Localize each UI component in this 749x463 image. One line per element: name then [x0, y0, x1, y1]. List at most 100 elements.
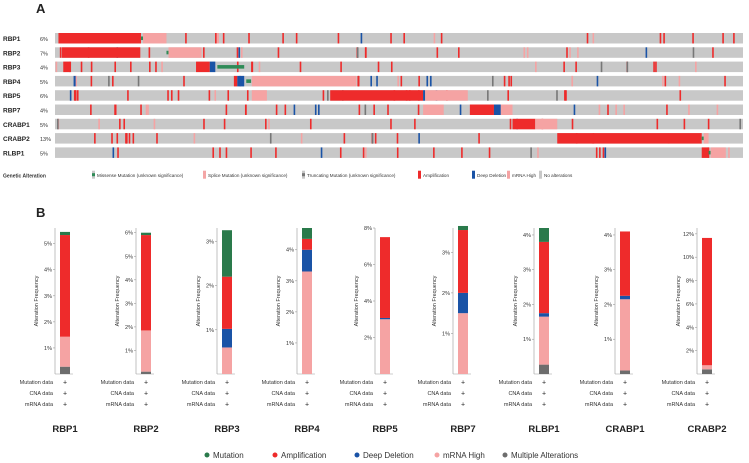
alteration-block [61, 47, 141, 58]
y-tick-label: 12% [683, 232, 694, 238]
data-row-marker: + [144, 391, 148, 398]
alteration-tick [339, 147, 342, 158]
bar-segment-mutation [141, 232, 151, 236]
alteration-tick [566, 47, 568, 58]
alteration-block [166, 50, 169, 55]
data-row-label: Mutation data [499, 380, 533, 386]
alteration-tick [318, 104, 320, 115]
alteration-tick [387, 104, 389, 115]
data-row-marker: + [705, 380, 709, 387]
alteration-block [73, 75, 76, 87]
alteration-tick [265, 118, 267, 130]
legend-swatch [472, 170, 475, 179]
data-row-label: CNA data [508, 391, 532, 397]
data-row-label: CNA data [191, 391, 215, 397]
data-row-label: Mutation data [340, 380, 374, 386]
alteration-tick [208, 90, 211, 101]
gene-percent: 13% [40, 137, 51, 143]
alteration-tick [683, 118, 686, 130]
alteration-tick [114, 104, 117, 115]
bar-chart-rbp4: 1% 2% 3% 4% Alteration Frequency Mutation dat… [262, 228, 320, 435]
data-row-marker: + [144, 380, 148, 387]
alteration-tick [377, 61, 380, 73]
alteration-tick [193, 133, 196, 144]
alteration-tick [722, 33, 724, 44]
alteration-tick [111, 133, 113, 144]
y-axis-label: Alteration Frequency [354, 275, 360, 326]
bar-segment-mutation [302, 228, 312, 239]
alteration-tick [275, 104, 278, 115]
legend-label: Truncating Mutation (unknown significanc… [307, 173, 396, 178]
alteration-tick [459, 104, 462, 115]
bar-segment-multiple-alterations [141, 371, 151, 374]
alteration-block [330, 90, 424, 101]
gene-percent: 5% [40, 123, 48, 129]
bar-segment-mrna-high [302, 271, 312, 374]
gene-percent: 5% [40, 80, 48, 86]
alteration-tick [94, 133, 96, 144]
data-row-label: Mutation data [580, 380, 614, 386]
alteration-tick [295, 33, 298, 44]
y-axis-label: Alteration Frequency [115, 275, 121, 326]
bar-segment-multiple-alterations [60, 366, 70, 374]
alteration-tick [563, 61, 565, 73]
alteration-tick [396, 133, 399, 144]
track-background [55, 75, 743, 87]
alteration-tick [733, 33, 735, 44]
alteration-tick [371, 133, 374, 144]
legend-dot [204, 452, 210, 458]
alteration-tick [433, 33, 436, 44]
bar-segment-amplification [702, 237, 712, 366]
alteration-tick [117, 147, 119, 158]
alteration-block [237, 75, 245, 87]
legend-label: Mutation [213, 451, 244, 460]
data-row-label: CNA data [271, 391, 295, 397]
alteration-tick [57, 118, 59, 130]
bar-chart-rbp2: 1% 2% 3% 4% 5% 6% Alteration Frequency Mutation… [101, 228, 159, 435]
alteration-tick [461, 147, 463, 158]
gene-name: CRABP2 [687, 424, 726, 435]
y-axis-label: Alteration Frequency [432, 275, 438, 326]
alteration-tick [269, 133, 272, 144]
alteration-tick [602, 147, 605, 158]
data-row-label: Mutation data [182, 380, 216, 386]
bar-segment-mrna-high [458, 313, 468, 374]
bar-chart-rbp7: 1% 2% 3% Alteration Frequency Mutation data +… [418, 225, 476, 435]
data-row-marker: + [225, 391, 229, 398]
alteration-tick [362, 147, 365, 158]
alteration-tick [217, 33, 219, 44]
gene-name: RBP4 [294, 424, 320, 435]
bar-segment-mutation [60, 231, 70, 236]
bar-chart-crabp1: 1% 2% 3% 4% Alteration Frequency Mutation dat… [580, 228, 645, 435]
y-tick-label: 1% [604, 337, 612, 343]
y-tick-label: 6% [125, 231, 133, 237]
alteration-block [233, 75, 238, 87]
legend-swatch [203, 170, 206, 179]
y-tick-label: 2% [286, 310, 294, 316]
alteration-tick [626, 61, 629, 73]
alteration-tick [678, 75, 681, 87]
y-tick-label: 1% [523, 337, 531, 343]
alteration-tick [322, 90, 325, 101]
alteration-tick [400, 75, 403, 87]
alteration-tick [185, 33, 187, 44]
alteration-tick [596, 75, 599, 87]
bar-segment-mrna-high [141, 330, 151, 372]
data-row-label: CNA data [671, 391, 695, 397]
y-axis-label: Alteration Frequency [594, 275, 600, 326]
y-tick-label: 1% [125, 348, 133, 354]
y-tick-label: 2% [44, 320, 52, 326]
alteration-tick [214, 90, 217, 101]
y-tick-label: 8% [364, 226, 372, 232]
alteration-tick [225, 147, 228, 158]
bar-segment-mrna-high [702, 365, 712, 370]
alteration-tick [140, 104, 142, 115]
bar-segment-deep-deletion [458, 292, 468, 314]
data-row-marker: + [461, 391, 465, 398]
alteration-tick [167, 90, 169, 101]
gene-label: RBP1 [3, 36, 21, 43]
alteration-tick [364, 147, 367, 158]
y-tick-label: 1% [286, 341, 294, 347]
alteration-tick [90, 61, 93, 73]
alteration-tick [712, 47, 714, 58]
